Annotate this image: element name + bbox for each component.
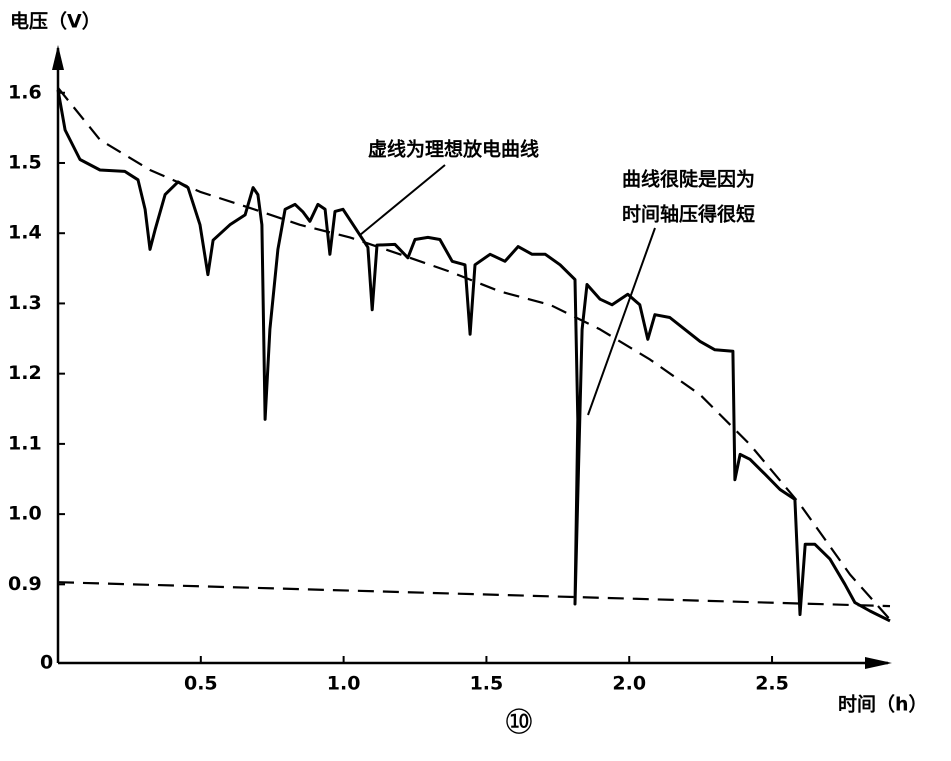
dashed-line: [57, 581, 891, 608]
y-tick-label: 1.5: [8, 151, 42, 173]
y-tick-label: 1.1: [8, 432, 42, 454]
figure-label: ⑩: [504, 703, 534, 743]
y-tick-label: 1.0: [8, 503, 42, 525]
origin-label: 0: [40, 652, 53, 674]
voltage-line: [56, 89, 891, 623]
y-tick-label: 1.2: [8, 362, 42, 384]
annotation: 曲线很陡是因为: [622, 168, 755, 191]
y-tick-label: 1.3: [8, 292, 42, 314]
x-tick-label: 0.5: [184, 673, 218, 695]
annotation: 虚线为理想放电曲线: [368, 138, 539, 161]
dashed-line: [57, 87, 891, 621]
annotation: 时间轴压得很短: [622, 203, 755, 226]
x-axis-label: 时间（h）: [838, 693, 928, 716]
y-axis-arrow: [52, 45, 64, 70]
y-tick-label: 1.4: [8, 222, 42, 244]
y-tick-label: 1.6: [8, 81, 42, 103]
x-tick-label: 2.5: [755, 673, 789, 695]
y-axis-label: 电压（V）: [10, 10, 101, 33]
y-tick-label: 0.9: [8, 573, 42, 595]
x-tick-label: 1.0: [327, 673, 361, 695]
leader-line: [587, 227, 656, 416]
x-axis-arrow: [865, 657, 892, 669]
x-tick-label: 1.5: [470, 673, 504, 695]
x-tick-label: 2.0: [612, 673, 646, 695]
leader-line: [359, 164, 446, 236]
